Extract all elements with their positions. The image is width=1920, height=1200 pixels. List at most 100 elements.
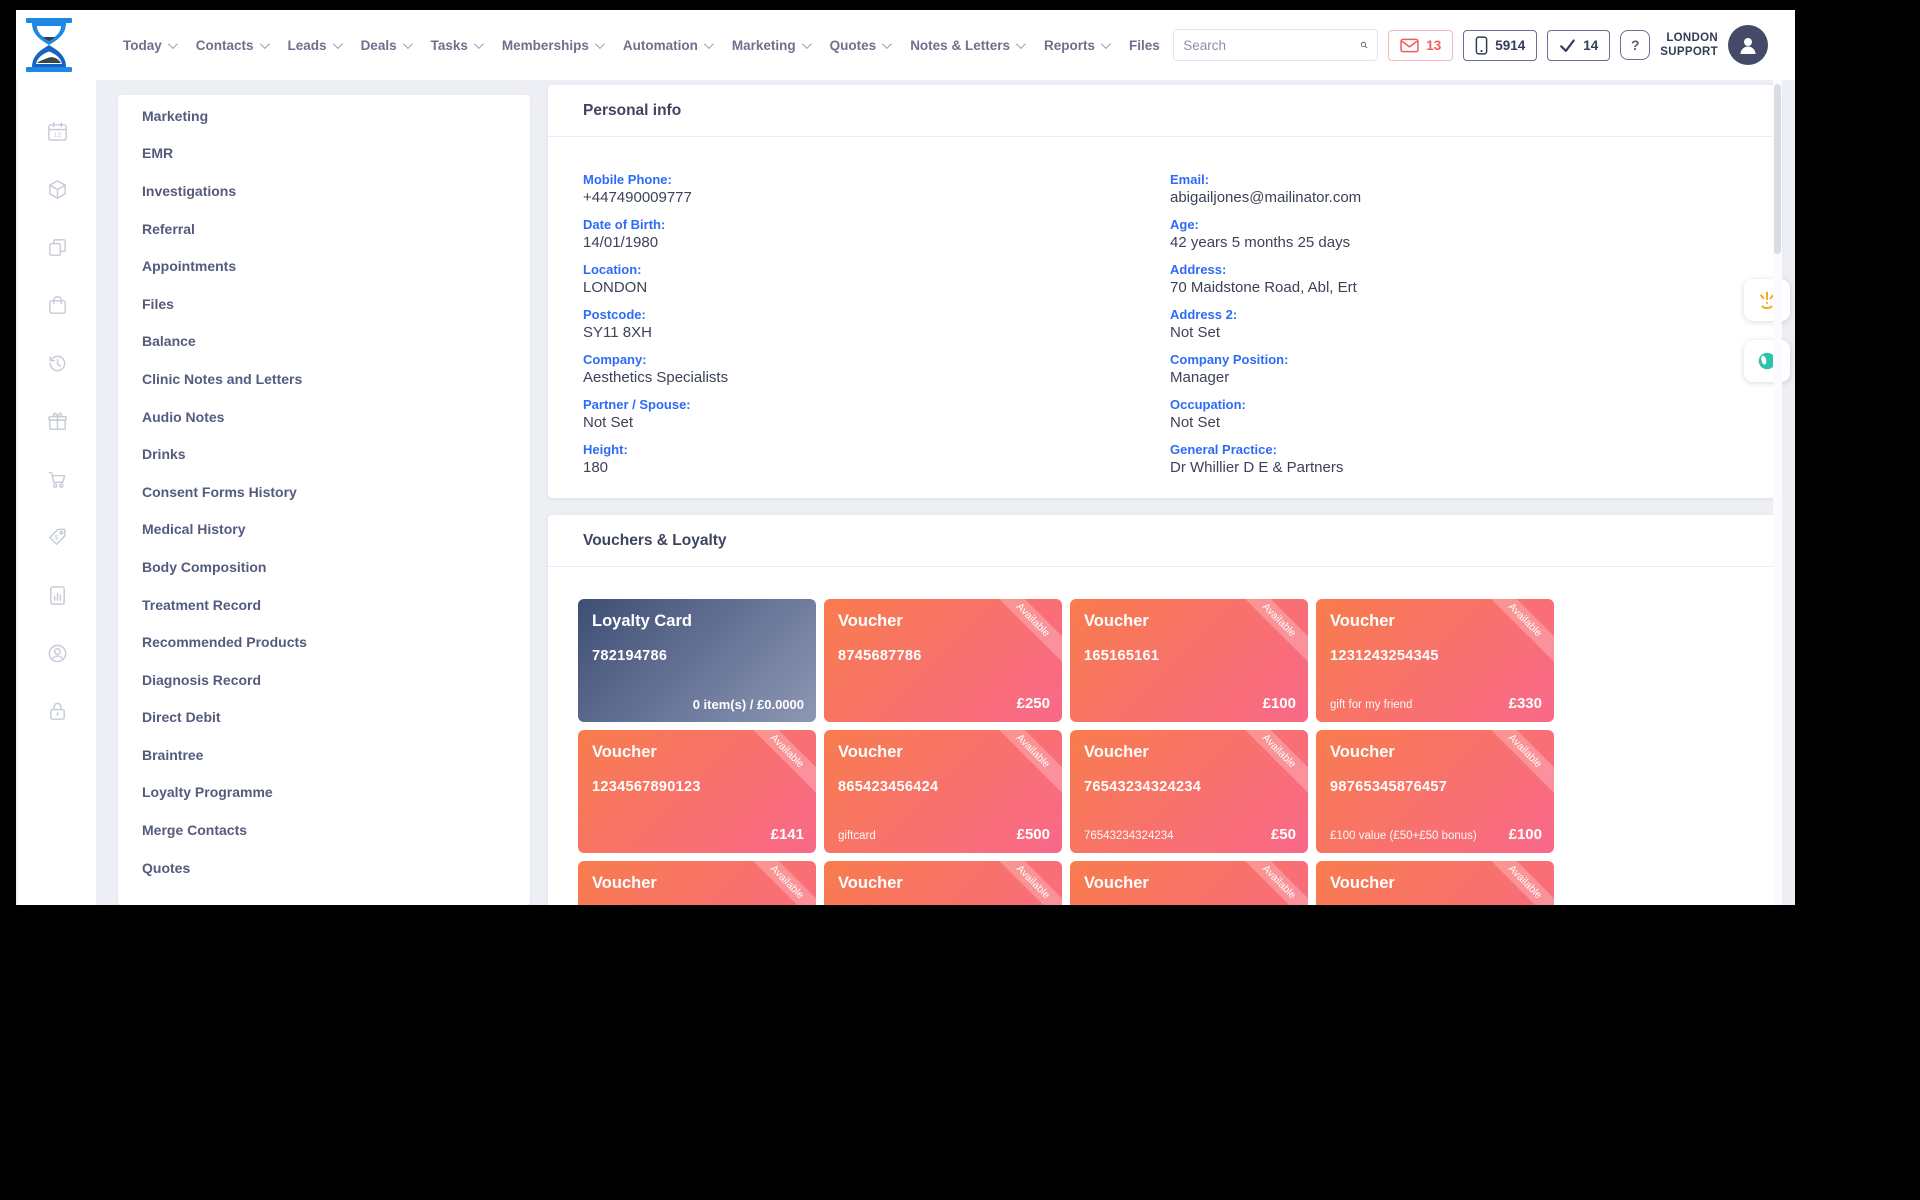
sms-notifications-button[interactable]: 5914 [1463,29,1538,61]
panel-title: Vouchers & Loyalty [583,531,727,549]
calendar-icon[interactable]: 12 [46,120,69,143]
nav-contacts[interactable]: Contacts [196,38,270,53]
voucher-card[interactable]: Available Voucher [578,861,816,905]
sidebar-item-balance[interactable]: Balance [142,333,196,350]
search-icon[interactable] [1360,35,1368,55]
sidebar-item-marketing[interactable]: Marketing [142,107,209,124]
card-title: Voucher [838,743,903,761]
sidebar-item-direct-debit[interactable]: Direct Debit [142,709,221,726]
voucher-card[interactable]: Available Voucher 98765345876457 £100 va… [1316,730,1554,853]
nav-reports[interactable]: Reports [1044,38,1111,53]
main-scrollbar-track[interactable] [1773,80,1782,905]
voucher-card[interactable]: Available Voucher 1231243254345 gift for… [1316,599,1554,722]
sidebar-item-body-composition[interactable]: Body Composition [142,558,267,575]
voucher-card-grid: Loyalty Card 782194786 0 item(s) / £0.00… [548,567,1780,905]
nav-files[interactable]: Files [1129,38,1160,53]
voucher-card[interactable]: Available Voucher [824,861,1062,905]
sidebar-item-diagnosis-record[interactable]: Diagnosis Record [142,671,262,688]
nav-marketing[interactable]: Marketing [731,37,812,53]
field-value: Not Set [1170,414,1221,431]
nav-quotes[interactable]: Quotes [830,38,893,53]
sidebar-item-drinks[interactable]: Drinks [142,446,186,463]
nav-deals[interactable]: Deals [361,38,413,53]
cart-icon[interactable] [46,468,69,491]
sidebar-item-braintree[interactable]: Braintree [142,746,204,763]
nav-today[interactable]: Today [123,37,178,53]
chat-widget-button[interactable] [1744,340,1790,382]
nav-notes-letters[interactable]: Notes & Letters [910,38,1026,53]
price-tag-icon[interactable]: $ [46,526,69,549]
tasks-done-button[interactable]: 14 [1547,29,1611,61]
whats-new-button[interactable] [1744,279,1790,321]
field-label: Email: [1170,172,1210,187]
sidebar-item-consent-forms[interactable]: Consent Forms History [142,483,297,500]
main-scrollbar-thumb[interactable] [1774,84,1781,254]
app-window: Today Contacts Leads Deals Tasks Members… [16,10,1795,905]
sidebar-item-merge-contacts[interactable]: Merge Contacts [142,822,248,839]
loyalty-card[interactable]: Loyalty Card 782194786 0 item(s) / £0.00… [578,599,816,722]
sidebar-item-referral[interactable]: Referral [142,220,195,237]
nav-memberships[interactable]: Memberships [501,37,605,53]
chevron-down-icon [259,38,270,49]
user-name[interactable]: LONDON SUPPORT [1660,31,1718,59]
card-number: 865423456424 [838,779,939,795]
field-label: Address: [1170,262,1227,277]
account-icon[interactable] [46,642,69,665]
voucher-card[interactable]: Available Voucher [1070,861,1308,905]
user-avatar[interactable] [1728,25,1768,65]
sidebar-item-quotes[interactable]: Quotes [142,859,191,876]
history-icon[interactable] [46,352,69,375]
nav-label: Memberships [501,37,589,53]
voucher-card[interactable]: Available Voucher 8745687786 £250 [824,599,1062,722]
gift-icon[interactable] [46,410,69,433]
announcement-icon [1760,291,1774,310]
field-partner-spouse: Partner / Spouse: Not Set [583,396,1170,431]
nav-label: Marketing [731,37,796,53]
duplicate-icon[interactable] [46,236,69,259]
app-logo-hourglass-icon[interactable] [25,18,73,72]
sidebar-item-appointments[interactable]: Appointments [142,258,237,275]
sidebar-item-treatment-record[interactable]: Treatment Record [142,596,262,613]
card-number: 782194786 [592,648,668,664]
svg-text:$: $ [54,534,58,541]
sms-count: 5914 [1495,37,1526,53]
mail-notifications-button[interactable]: 13 [1388,29,1454,61]
sidebar-item-files[interactable]: Files [142,295,174,312]
voucher-card[interactable]: Available Voucher 1234567890123 £141 [578,730,816,853]
card-title: Voucher [592,743,657,761]
help-button[interactable]: ? [1620,30,1651,60]
voucher-card[interactable]: Available Voucher 865423456424 giftcard £… [824,730,1062,853]
field-mobile-phone: Mobile Phone: +447490009777 [583,171,1170,206]
field-email: Email: abigailjones@mailinator.com [1170,171,1361,206]
shopping-bag-icon[interactable] [46,294,69,317]
vouchers-loyalty-panel: Vouchers & Loyalty Loyalty Card 78219478… [548,515,1780,905]
checkmark-icon [1560,38,1576,52]
card-subtitle: 76543234324234 [1084,830,1174,842]
nav-tasks[interactable]: Tasks [431,38,484,53]
report-icon[interactable] [46,584,69,607]
sidebar-item-emr[interactable]: EMR [142,145,174,162]
field-value: Not Set [583,414,634,431]
card-number: 76543234324234 [1084,779,1202,795]
card-subtitle: £100 value (£50+£50 bonus) [1330,830,1477,842]
sidebar-item-investigations[interactable]: Investigations [142,182,237,199]
chevron-down-icon [402,38,413,49]
voucher-card[interactable]: Available Voucher [1316,861,1554,905]
voucher-card[interactable]: Available Voucher 76543234324234 7654323… [1070,730,1308,853]
sidebar-item-recommended-products[interactable]: Recommended Products [142,634,307,651]
nav-leads[interactable]: Leads [288,38,343,53]
sidebar-item-loyalty-programme[interactable]: Loyalty Programme [142,784,273,801]
chat-logo-icon [1758,352,1776,370]
sidebar-item-medical-history[interactable]: Medical History [142,521,246,538]
lock-icon[interactable] [46,700,69,723]
field-occupation: Occupation: Not Set [1170,396,1361,431]
sidebar-item-clinic-notes[interactable]: Clinic Notes and Letters [142,370,303,387]
field-value: 180 [583,459,609,476]
nav-automation[interactable]: Automation [623,38,714,53]
search-input[interactable] [1183,37,1361,53]
card-title: Voucher [1330,874,1395,892]
nav-label: Today [123,37,162,53]
package-icon[interactable] [46,178,69,201]
voucher-card[interactable]: Available Voucher 165165161 £100 [1070,599,1308,722]
sidebar-item-audio-notes[interactable]: Audio Notes [142,408,225,425]
